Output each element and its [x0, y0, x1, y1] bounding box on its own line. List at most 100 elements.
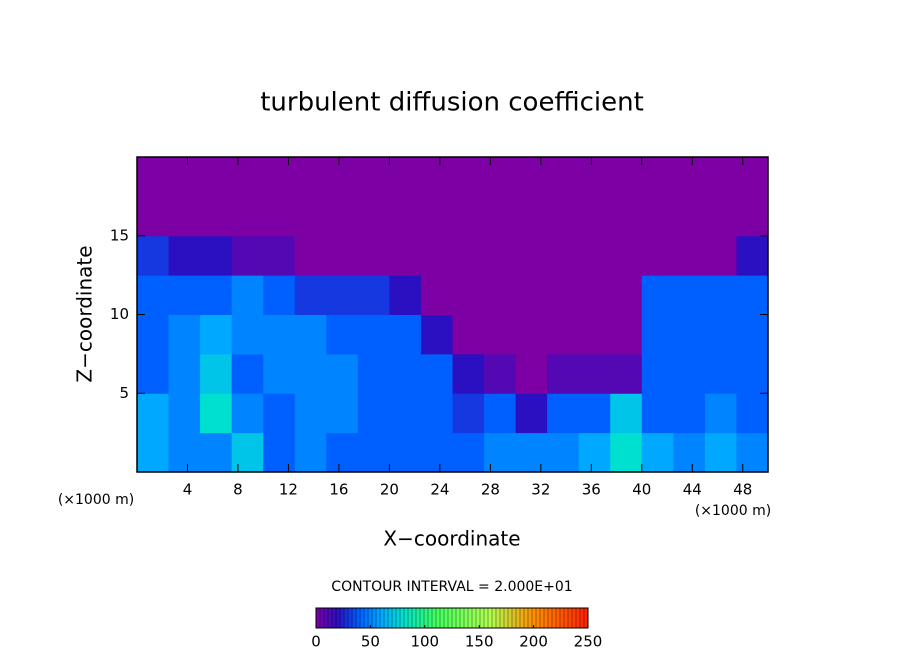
- cell: [641, 157, 674, 197]
- colorbar: 0 50 100 150 200 250: [311, 607, 602, 651]
- cell: [515, 157, 548, 197]
- cell: [389, 235, 422, 276]
- cell: [357, 314, 390, 355]
- cell: [484, 235, 517, 276]
- cell: [168, 432, 201, 473]
- cell: [389, 393, 422, 434]
- cell: [704, 393, 737, 434]
- cell: [326, 393, 359, 434]
- cell: [263, 432, 296, 473]
- colorbar-tick-label: 0: [311, 633, 321, 651]
- cell: [263, 157, 296, 197]
- cell: [641, 235, 674, 276]
- cell: [673, 235, 706, 276]
- cell: [231, 235, 264, 276]
- cell: [137, 275, 170, 315]
- cell: [641, 314, 674, 355]
- cell: [610, 314, 643, 355]
- cell: [168, 157, 201, 197]
- cell: [137, 157, 170, 197]
- x-tick-label: 44: [683, 481, 702, 499]
- x-tick-label: 40: [632, 481, 651, 499]
- cell: [168, 353, 201, 394]
- cell: [168, 275, 201, 315]
- cell: [641, 353, 674, 394]
- cell: [578, 353, 611, 394]
- cell: [231, 393, 264, 434]
- cell: [389, 157, 422, 197]
- cell: [231, 157, 264, 197]
- cell: [673, 314, 706, 355]
- cell: [578, 432, 611, 473]
- x-tick-label: 8: [233, 481, 243, 499]
- x-unit: (×1000 m): [695, 503, 771, 519]
- cell: [641, 275, 674, 315]
- cell: [610, 393, 643, 434]
- cell: [168, 314, 201, 355]
- x-axis-title: X−coordinate: [383, 527, 520, 551]
- cell: [137, 432, 170, 473]
- cell: [231, 275, 264, 315]
- cell: [326, 275, 359, 315]
- x-tick-label: 24: [430, 481, 449, 499]
- cell: [389, 275, 422, 315]
- cell: [326, 157, 359, 197]
- cell: [704, 353, 737, 394]
- cell: [736, 432, 769, 473]
- cell: [610, 157, 643, 197]
- cell: [736, 157, 769, 197]
- cell: [610, 432, 643, 473]
- cell: [515, 235, 548, 276]
- cell: [389, 314, 422, 355]
- cell: [578, 196, 611, 237]
- chart-title: turbulent diffusion coefficient: [260, 88, 644, 118]
- cell: [231, 314, 264, 355]
- cell: [452, 393, 485, 434]
- cell: [294, 393, 327, 434]
- cell: [547, 275, 580, 315]
- cell: [357, 196, 390, 237]
- cell: [515, 196, 548, 237]
- cell: [420, 157, 453, 197]
- cell: [420, 393, 453, 434]
- cell: [231, 196, 264, 237]
- cell: [452, 157, 485, 197]
- cell: [484, 432, 517, 473]
- cell: [200, 235, 233, 276]
- cell: [484, 393, 517, 434]
- cell: [704, 196, 737, 237]
- cell: [420, 432, 453, 473]
- cell: [736, 353, 769, 394]
- cell: [389, 432, 422, 473]
- cell: [168, 393, 201, 434]
- cell: [357, 393, 390, 434]
- cell: [294, 275, 327, 315]
- cell: [673, 157, 706, 197]
- cell: [610, 275, 643, 315]
- cell: [326, 235, 359, 276]
- cell: [515, 432, 548, 473]
- cell: [578, 314, 611, 355]
- cell: [326, 314, 359, 355]
- cell: [641, 196, 674, 237]
- y-tick-label: 10: [110, 305, 129, 323]
- cell: [547, 393, 580, 434]
- x-tick-label: 32: [531, 481, 550, 499]
- cell: [231, 353, 264, 394]
- cell: [137, 196, 170, 237]
- cell: [294, 196, 327, 237]
- cell: [137, 353, 170, 394]
- cell: [704, 275, 737, 315]
- cell: [263, 314, 296, 355]
- cell: [578, 275, 611, 315]
- cell: [263, 353, 296, 394]
- colorbar-tick-label: 100: [410, 633, 439, 651]
- x-tick-label: 16: [329, 481, 348, 499]
- cell: [263, 196, 296, 237]
- cell: [641, 393, 674, 434]
- cell: [452, 353, 485, 394]
- cell: [578, 157, 611, 197]
- cell: [610, 196, 643, 237]
